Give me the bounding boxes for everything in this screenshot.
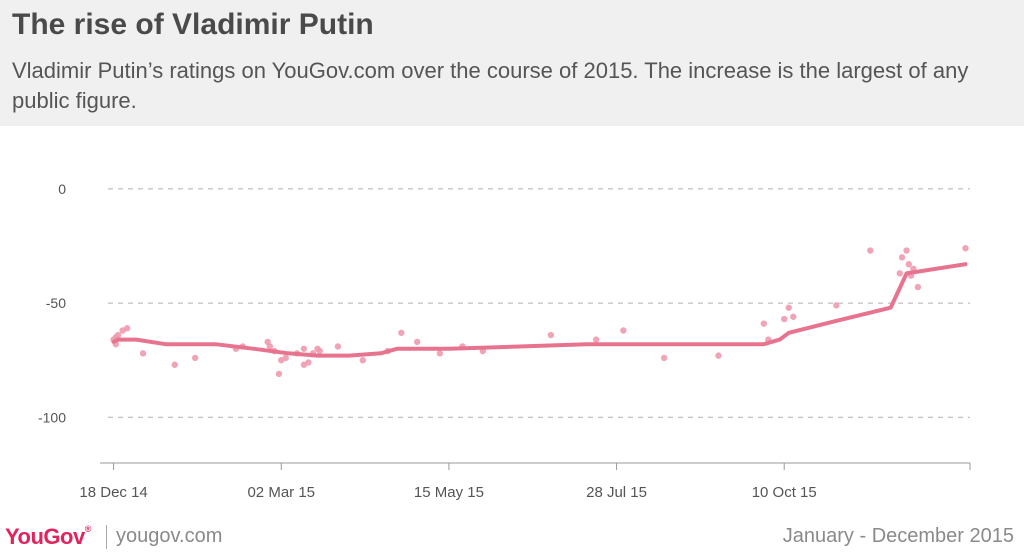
data-point xyxy=(833,302,840,309)
x-tick-label: 18 Dec 14 xyxy=(79,484,147,501)
data-point xyxy=(305,359,312,366)
data-point xyxy=(962,245,969,252)
site-link[interactable]: yougov.com xyxy=(116,525,223,547)
logo-registered-mark: ® xyxy=(84,524,92,534)
data-point xyxy=(898,254,906,261)
footer: YouGov® yougov.com January - December 20… xyxy=(0,516,1024,552)
series-line xyxy=(111,262,968,358)
x-tick-label: 10 Oct 15 xyxy=(752,484,817,501)
data-point xyxy=(359,356,367,364)
data-point xyxy=(785,304,792,311)
data-point xyxy=(191,354,199,362)
data-point xyxy=(896,270,903,277)
data-point xyxy=(171,361,178,368)
logo-text: YouGov xyxy=(5,524,85,549)
data-point xyxy=(123,325,131,332)
data-point xyxy=(781,315,788,323)
chart-title: The rise of Vladimir Putin xyxy=(12,8,374,41)
data-point xyxy=(790,313,797,320)
data-point xyxy=(282,354,289,362)
y-tick-label: -50 xyxy=(46,295,66,311)
data-point xyxy=(715,352,722,359)
data-point xyxy=(316,347,323,355)
x-tick-label: 15 May 15 xyxy=(414,484,484,501)
footer-divider xyxy=(106,525,107,549)
data-point xyxy=(398,329,405,336)
x-tick-label: 28 Jul 15 xyxy=(586,484,647,501)
data-point xyxy=(413,338,421,346)
data-point xyxy=(592,336,600,343)
line-chart: 0 -50 -100 18 Dec 14 02 Mar 15 15 May 15 28 Ju… xyxy=(38,181,971,501)
data-point xyxy=(300,345,308,352)
data-point xyxy=(275,370,283,378)
chart-area: 0 -50 -100 18 Dec 14 02 Mar 15 15 May 15 28 Ju… xyxy=(0,126,1024,516)
data-point xyxy=(914,283,922,291)
data-point xyxy=(903,247,910,254)
data-point xyxy=(905,261,913,268)
chart-subtitle: Vladimir Putin’s ratings on YouGov.com o… xyxy=(12,58,969,113)
data-point xyxy=(760,320,768,327)
x-tick-label: 02 Mar 15 xyxy=(247,484,315,501)
chart-header: The rise of Vladimir Putin Vladimir Puti… xyxy=(0,0,1024,126)
data-point xyxy=(620,327,627,334)
y-tick-label: 0 xyxy=(58,181,66,197)
data-point xyxy=(436,350,444,357)
y-tick-label: -100 xyxy=(38,409,66,425)
data-point xyxy=(867,247,874,254)
data-point xyxy=(266,343,274,350)
data-point xyxy=(334,343,342,350)
yougov-logo[interactable]: YouGov® xyxy=(5,524,91,550)
date-range: January - December 2015 xyxy=(782,525,1014,547)
data-point xyxy=(660,354,668,362)
data-point xyxy=(547,331,555,339)
data-point xyxy=(139,350,147,357)
